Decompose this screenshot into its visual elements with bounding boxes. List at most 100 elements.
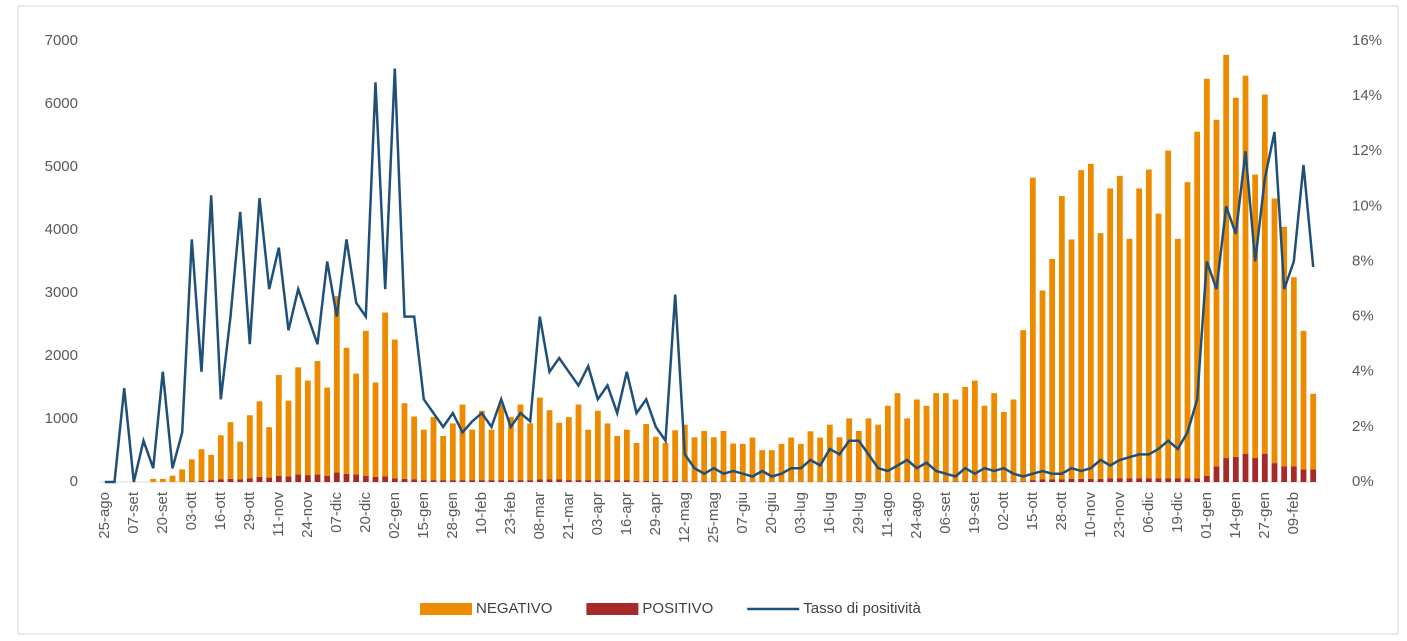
x-tick-label: 23-feb xyxy=(502,492,519,535)
bar xyxy=(295,474,302,482)
x-tick-label: 19-dic xyxy=(1169,492,1186,533)
legend-label: Tasso di positività xyxy=(803,600,921,617)
bar xyxy=(488,429,495,481)
bar xyxy=(1058,479,1065,482)
bar xyxy=(372,382,379,477)
bar xyxy=(266,477,273,482)
bar xyxy=(1223,458,1230,482)
bar xyxy=(1300,469,1307,482)
bar xyxy=(285,400,292,477)
bar xyxy=(1155,213,1162,479)
bar xyxy=(488,480,495,482)
bar xyxy=(411,479,418,482)
bar xyxy=(1174,238,1181,479)
x-tick-label: 09-feb xyxy=(1285,492,1302,535)
bar xyxy=(1029,177,1036,481)
x-tick-label: 20-giu xyxy=(763,492,780,534)
bar xyxy=(1194,131,1201,479)
bar xyxy=(324,475,331,482)
x-tick-label: 24-ago xyxy=(908,492,925,539)
x-tick-label: 15-gen xyxy=(415,492,432,539)
bar xyxy=(1126,238,1133,479)
bar xyxy=(1107,478,1114,482)
bar xyxy=(1145,169,1152,479)
bar xyxy=(730,443,737,482)
bar xyxy=(1242,75,1249,454)
bar xyxy=(855,430,862,482)
bar xyxy=(691,481,698,482)
bar xyxy=(256,401,263,477)
bar xyxy=(643,424,650,481)
bar xyxy=(401,403,408,479)
x-tick-label: 16-lug xyxy=(821,492,838,534)
bar xyxy=(208,454,215,481)
bar xyxy=(246,478,253,482)
bar xyxy=(865,481,872,482)
bar xyxy=(382,312,389,477)
bar xyxy=(923,405,930,482)
bar xyxy=(1097,233,1104,479)
x-tick-label: 07-giu xyxy=(734,492,751,534)
bar xyxy=(614,480,621,482)
bar xyxy=(237,479,244,482)
bar xyxy=(1271,463,1278,482)
x-tick-label: 19-set xyxy=(966,491,983,534)
bar xyxy=(1165,478,1172,482)
bar xyxy=(430,417,437,481)
bar xyxy=(971,481,978,482)
bar xyxy=(353,474,360,482)
bar xyxy=(614,436,621,481)
legend-swatch xyxy=(586,603,639,615)
bar xyxy=(1174,478,1181,482)
x-tick-label: 25-ago xyxy=(96,492,113,539)
bar xyxy=(1300,330,1307,470)
bar xyxy=(1049,258,1056,480)
y-tick-label: 0 xyxy=(70,473,78,490)
bar xyxy=(1107,188,1114,479)
bar xyxy=(1136,188,1143,479)
bar xyxy=(401,478,408,482)
bar xyxy=(1232,456,1239,482)
bar xyxy=(991,481,998,482)
bar xyxy=(904,481,911,482)
x-tick-label: 03-lug xyxy=(792,492,809,534)
bar xyxy=(208,480,215,482)
bar xyxy=(1078,478,1085,482)
bar xyxy=(672,480,679,482)
bar xyxy=(1184,478,1191,482)
legend-swatch xyxy=(420,603,472,615)
bar xyxy=(1126,478,1133,482)
x-tick-label: 07-set xyxy=(125,491,142,534)
x-tick-label: 08-mar xyxy=(531,492,548,540)
y-tick-label: 5000 xyxy=(45,158,78,175)
bar xyxy=(1281,466,1288,482)
bar xyxy=(227,422,234,479)
bar xyxy=(478,410,485,481)
legend-label: NEGATIVO xyxy=(476,600,552,617)
bar xyxy=(565,480,572,482)
bar xyxy=(275,374,282,476)
bar xyxy=(1010,399,1017,482)
bar xyxy=(1290,277,1297,467)
bar xyxy=(904,418,911,482)
bar xyxy=(411,416,418,480)
x-tick-label: 01-gen xyxy=(1198,492,1215,539)
bar xyxy=(372,476,379,482)
bar xyxy=(749,437,756,482)
bar xyxy=(942,393,949,482)
y2-tick-label: 0% xyxy=(1352,473,1374,490)
bar xyxy=(913,399,920,482)
bar xyxy=(1020,481,1027,482)
bar xyxy=(846,481,853,482)
bar xyxy=(1310,469,1317,482)
x-tick-label: 16-ott xyxy=(212,491,229,530)
bar xyxy=(933,481,940,482)
bar xyxy=(855,481,862,482)
bar xyxy=(478,480,485,482)
bar xyxy=(1049,479,1056,482)
y2-tick-label: 10% xyxy=(1352,197,1382,214)
bar xyxy=(817,437,824,482)
bar xyxy=(807,431,814,482)
y2-tick-label: 8% xyxy=(1352,252,1374,269)
bar xyxy=(304,475,311,482)
